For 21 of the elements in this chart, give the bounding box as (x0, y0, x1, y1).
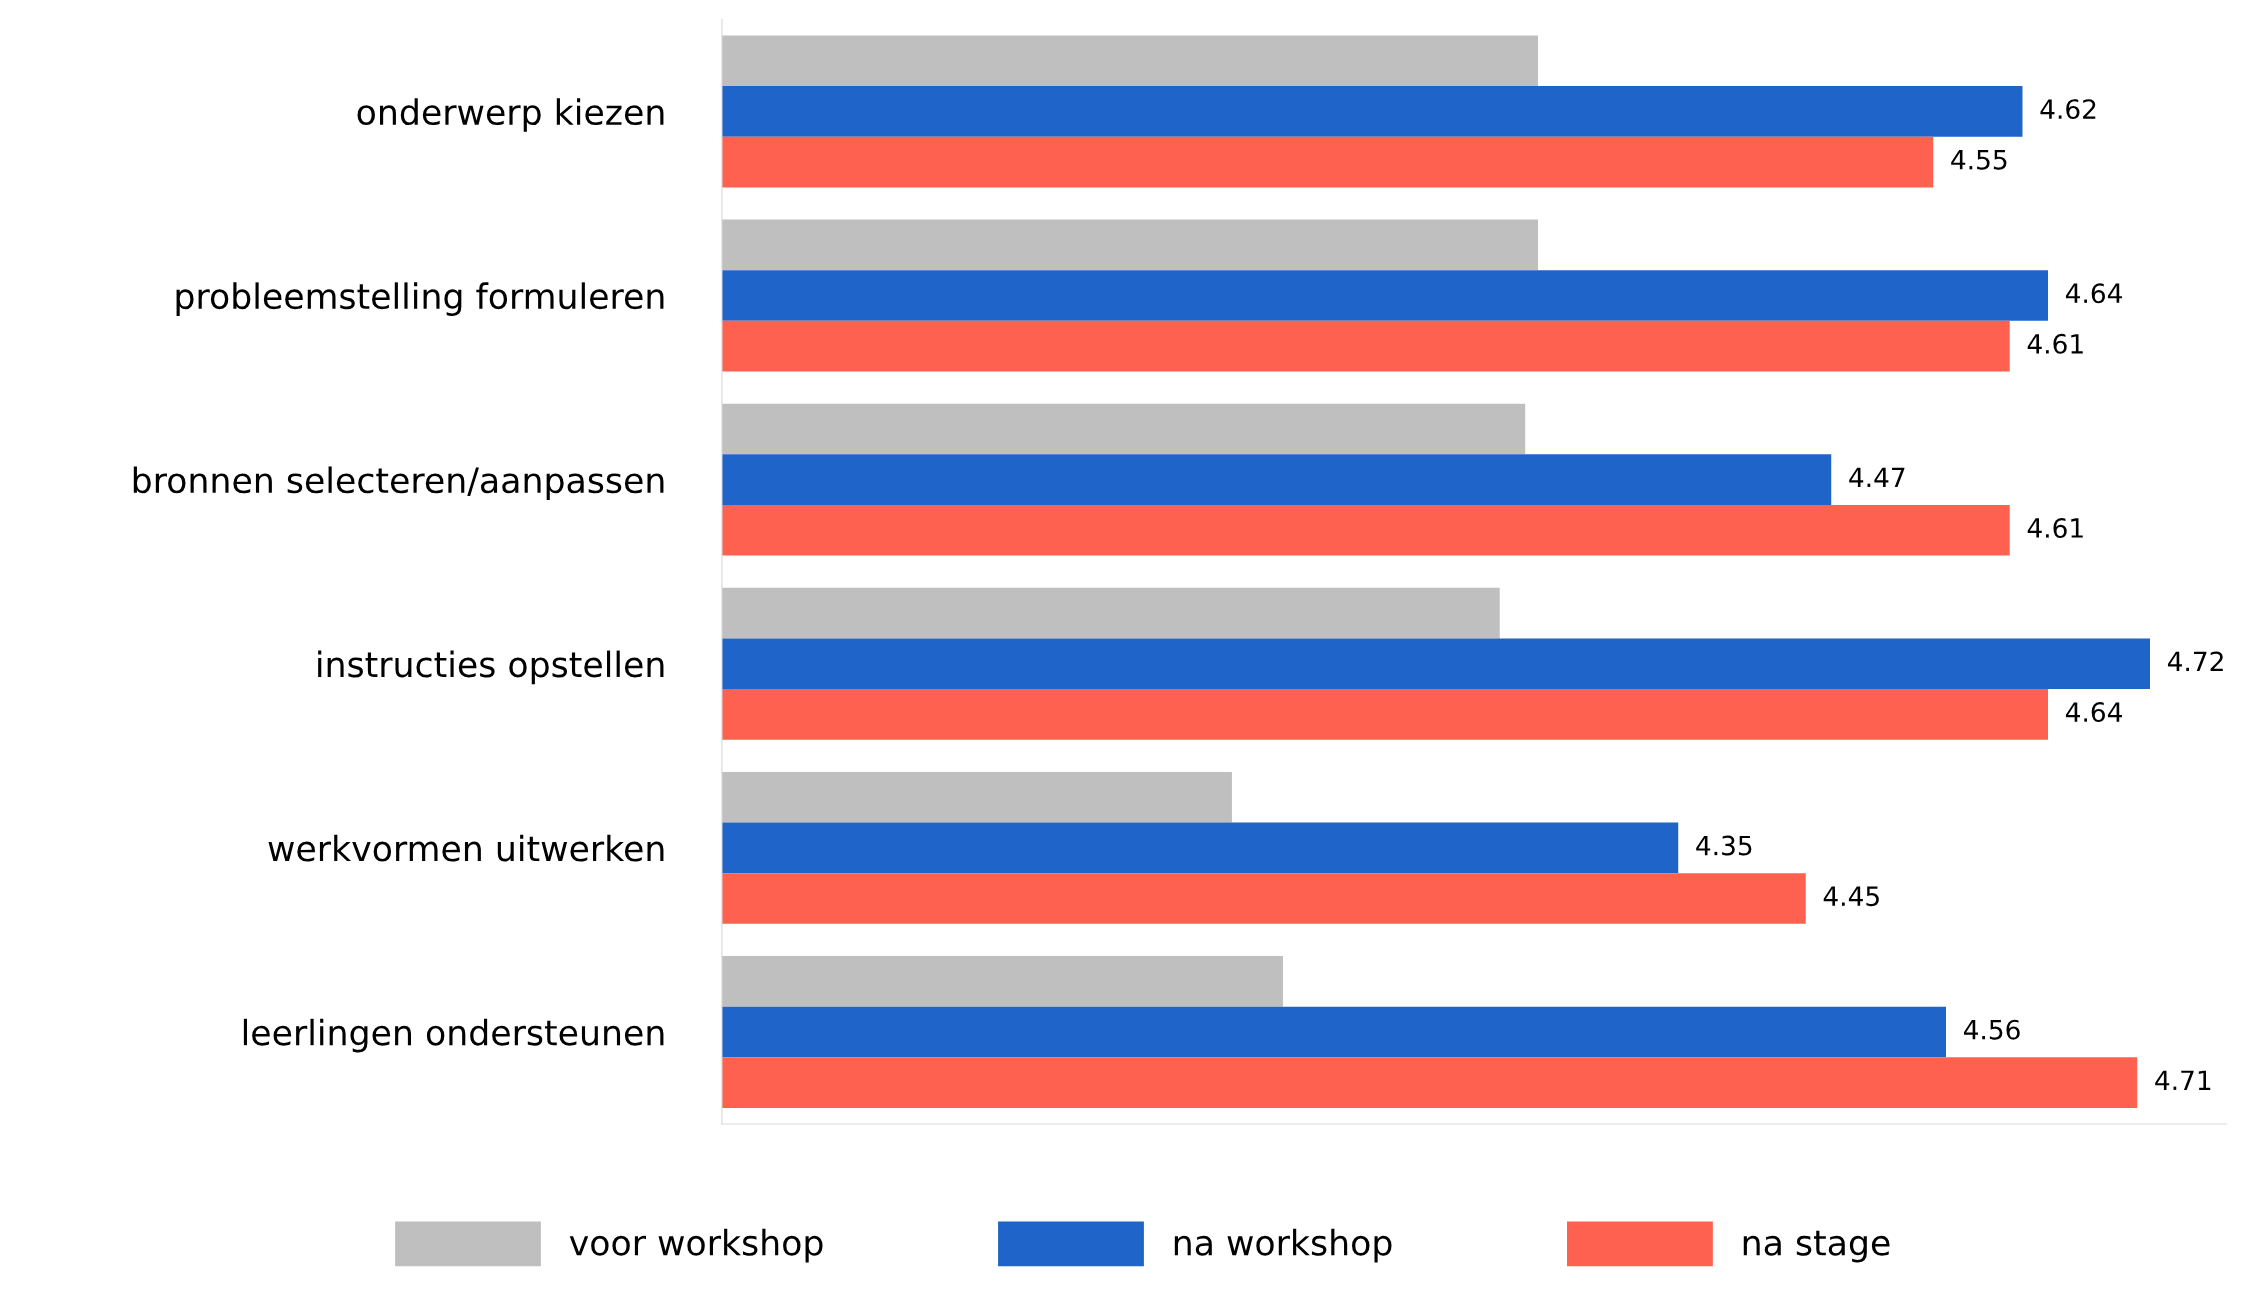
data-label: 4.71 (2155, 1070, 2211, 1090)
data-label: 4.55 (1951, 150, 2007, 170)
y-tick-label: leerlingen ondersteunen (243, 1018, 664, 1053)
legend-label: na stage (1743, 1230, 1890, 1263)
data-label: 4.45 (1823, 886, 1879, 907)
y-tick-label: probleemstelling formuleren (176, 282, 664, 316)
data-label: 4.64 (2065, 702, 2122, 723)
data-label: 4.72 (2167, 651, 2223, 672)
data-label: 4.56 (1963, 1019, 2020, 1040)
legend-label: voor workshop (569, 1228, 823, 1263)
data-label: 4.47 (1849, 467, 1905, 487)
data-label: 4.64 (2065, 283, 2122, 304)
data-label: 4.35 (1696, 835, 1752, 856)
y-tick-label: onderwerp kiezen (357, 98, 664, 132)
data-label: 4.61 (2027, 517, 2083, 538)
data-label: 4.61 (2027, 333, 2083, 354)
y-tick-label: instructies opstellen (318, 650, 664, 685)
y-tick-label: werkvormen uitwerken (268, 834, 664, 862)
y-tick-label: bronnen selecteren/aanpassen (133, 466, 664, 501)
legend-label: na workshop (1174, 1228, 1392, 1263)
data-label: 4.62 (2040, 99, 2096, 120)
